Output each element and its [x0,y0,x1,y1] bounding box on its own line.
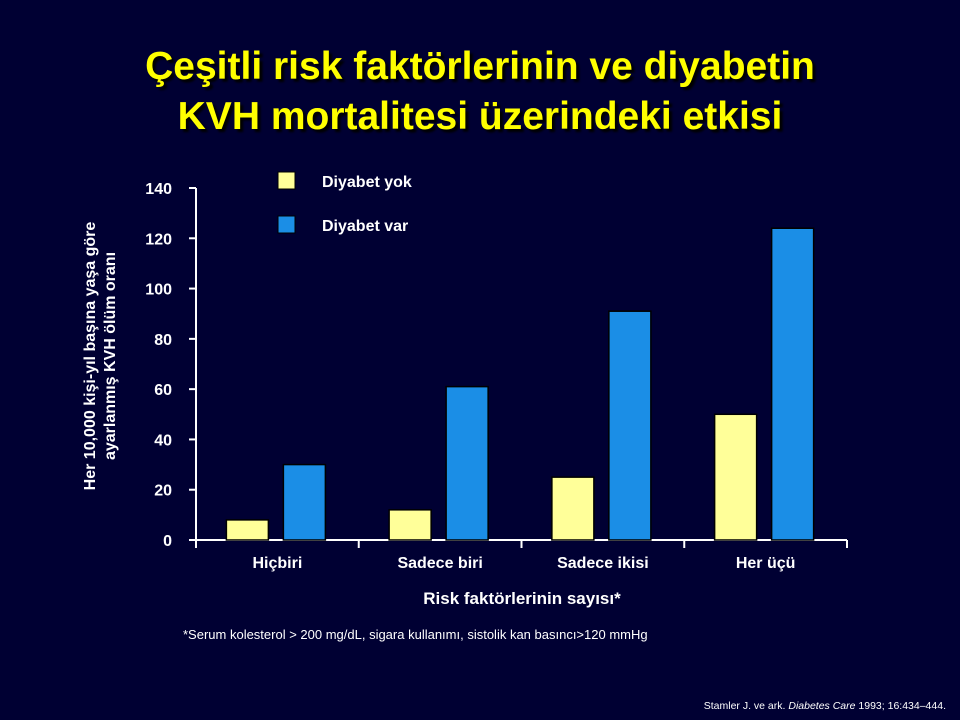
y-tick-label: 40 [154,432,172,449]
y-tick-label: 100 [145,282,172,299]
y-tick-label: 60 [154,382,172,399]
bar-diyabet-var [282,463,327,541]
bar-diyabet-yok [551,476,595,541]
y-axis-label: Her 10,000 kişi-yıl başına yaşa göre aya… [81,146,125,566]
bar-diyabet-var [608,310,652,541]
legend-swatch [277,215,296,234]
y-tick-label: 140 [145,181,172,198]
bar-diyabet-var [445,385,489,541]
x-axis-label: Risk faktörlerinin sayısı* [423,589,621,608]
x-tick-label: Hiçbiri [252,555,302,572]
y-axis-label-line-2: ayarlanmış KVH ölüm oranı [102,251,119,461]
x-tick-label: Sadece ikisi [557,555,649,572]
title-line-1: Çeşitli risk faktörlerinin ve diyabetin [145,45,815,88]
legend-swatch [277,171,296,190]
chart-title: Çeşitli risk faktörlerinin ve diyabetin … [0,42,960,142]
source-authors: Stamler J. ve ark. [703,700,786,712]
source-details: 1993; 16:434–444. [858,700,946,712]
title-line-2: KVH mortalitesi üzerindeki etkisi [177,95,783,138]
legend-label: Diyabet yok [322,174,412,191]
y-axis-label-line-1: Her 10,000 kişi-yıl başına yaşa göre [82,221,99,491]
bar-diyabet-yok [225,519,270,541]
footnote: *Serum kolesterol > 200 mg/dL, sigara ku… [183,627,648,642]
x-tick-label: Her üçü [736,555,796,572]
y-tick-label: 80 [154,332,172,349]
bar-diyabet-yok [713,413,758,541]
y-tick-label: 20 [154,483,172,500]
y-tick-label: 120 [145,231,172,248]
legend-label: Diyabet var [322,218,408,235]
source-citation: Stamler J. ve ark. Diabetes Care 1993; 1… [704,700,946,712]
y-tick-label: 0 [163,533,172,550]
bar-diyabet-var [770,227,815,541]
source-journal: Diabetes Care [788,700,856,712]
x-tick-label: Sadece biri [397,555,482,572]
bar-diyabet-yok [388,509,432,541]
